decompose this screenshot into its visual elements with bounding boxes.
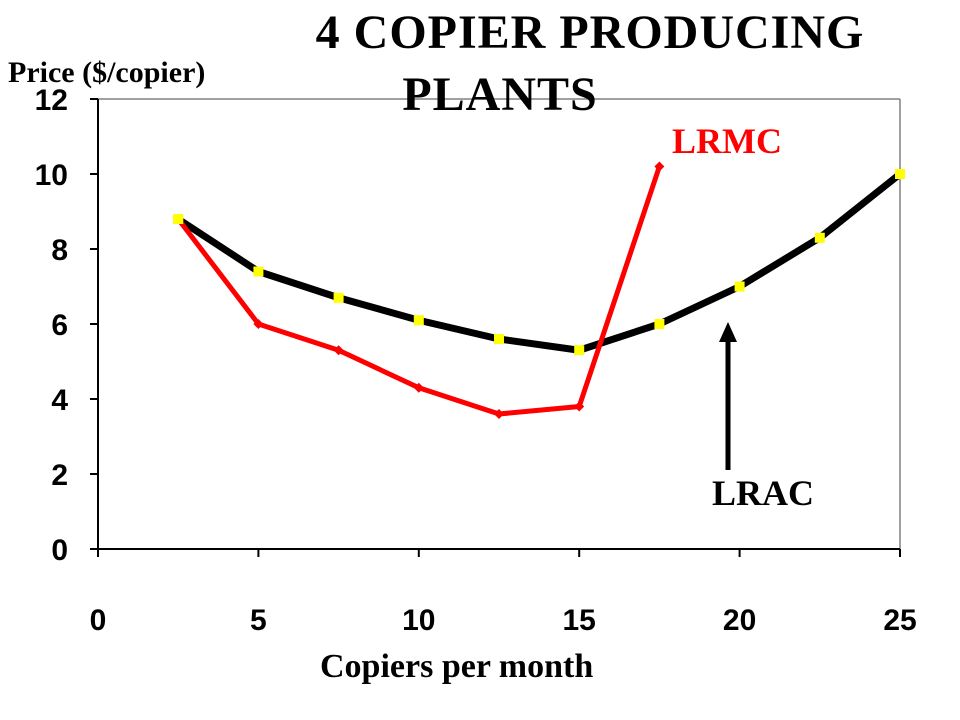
y-tick-label: 10 bbox=[35, 159, 68, 192]
chart-title: 4 COPIER PRODUCING PLANTS bbox=[200, 2, 960, 126]
lrac-point bbox=[574, 345, 585, 356]
lrmc-point bbox=[253, 319, 264, 329]
y-tick-label: 6 bbox=[51, 309, 68, 342]
lrac-point bbox=[494, 334, 504, 344]
lrac-point bbox=[253, 266, 264, 277]
y-axis-label: Price ($/copier) bbox=[8, 56, 206, 89]
x-axis-label: Copiers per month bbox=[320, 648, 594, 685]
lrac-point bbox=[895, 169, 905, 179]
chart-title-line2: PLANTS bbox=[402, 68, 598, 121]
arrow-head bbox=[719, 322, 737, 342]
x-tick-label: 15 bbox=[563, 604, 596, 637]
lrmc-point bbox=[333, 345, 344, 356]
lrmc-point bbox=[413, 382, 424, 393]
chart-title-line1: 4 COPIER PRODUCING bbox=[315, 6, 865, 59]
x-tick-label: 25 bbox=[883, 604, 916, 637]
y-tick-label: 0 bbox=[51, 534, 68, 567]
x-tick-label: 10 bbox=[402, 604, 435, 637]
lrac-arrow bbox=[719, 322, 737, 470]
lrmc-line bbox=[176, 165, 662, 417]
y-tick-label: 8 bbox=[51, 234, 68, 267]
lrac-label: LRAC bbox=[712, 473, 815, 513]
lrac-point bbox=[734, 281, 745, 292]
lrmc-label: LRMC bbox=[672, 121, 782, 161]
lrac-point bbox=[814, 232, 825, 243]
series-layer bbox=[173, 161, 905, 419]
lrac-line bbox=[176, 171, 903, 354]
lrac-point bbox=[173, 214, 184, 224]
ticks: 0 2 4 6 8 10 12 0 5 10 15 20 25 bbox=[35, 84, 917, 637]
y-tick-label: 2 bbox=[51, 459, 68, 492]
lrac-point bbox=[413, 315, 424, 326]
x-tick-label: 0 bbox=[90, 604, 107, 637]
y-tick-label: 12 bbox=[35, 84, 68, 117]
x-tick-label: 5 bbox=[250, 604, 267, 637]
lrac-point bbox=[654, 319, 665, 329]
lrac-point bbox=[333, 292, 344, 303]
x-tick-label: 20 bbox=[723, 604, 756, 637]
lrmc-point bbox=[574, 401, 585, 412]
lrmc-point bbox=[494, 409, 504, 419]
lrmc-point bbox=[654, 161, 665, 172]
y-tick-label: 4 bbox=[51, 384, 68, 417]
